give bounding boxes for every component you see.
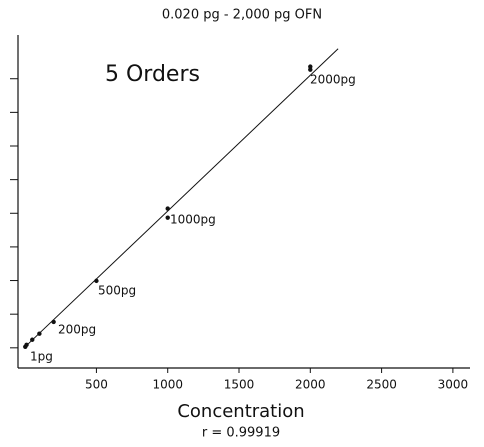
- annotation: 200pg: [58, 323, 96, 337]
- annotation: 5 Orders: [105, 62, 200, 87]
- data-point: [51, 319, 56, 325]
- correlation-caption: r = 0.99919: [202, 426, 280, 441]
- x-tick-label: 2000: [295, 378, 326, 392]
- x-axis-label: Concentration: [177, 401, 304, 422]
- annotation: 2000pg: [310, 73, 356, 87]
- annotation: 1pg: [30, 350, 53, 364]
- x-tick-label: 3000: [438, 378, 469, 392]
- x-tick-label: 2500: [366, 378, 397, 392]
- annotation: 500pg: [98, 284, 136, 298]
- fit-line: [24, 48, 339, 348]
- data-point: [308, 67, 313, 72]
- data-point: [165, 206, 170, 211]
- data-point: [37, 331, 42, 336]
- data-point: [94, 278, 99, 284]
- chart-title: 0.020 pg - 2,000 pg OFN: [162, 8, 322, 23]
- annotation: 1000pg: [170, 213, 216, 227]
- x-tick-label: 500: [85, 378, 108, 392]
- data-point: [30, 337, 35, 342]
- data-point: [24, 342, 29, 347]
- data-point: [165, 215, 170, 220]
- x-tick-label: 1500: [224, 378, 255, 392]
- data-point: [308, 64, 313, 69]
- x-tick-label: 1000: [152, 378, 183, 392]
